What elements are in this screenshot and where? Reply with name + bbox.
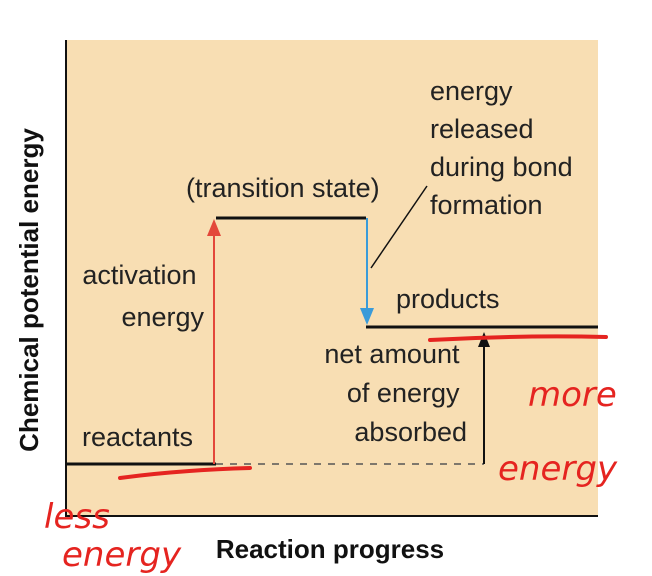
products-label: products xyxy=(396,284,500,314)
activation-arrowhead xyxy=(207,219,221,236)
net-absorbed-line-3: absorbed xyxy=(354,417,467,447)
release-arrowhead xyxy=(360,308,374,325)
y-axis-label: Chemical potential energy xyxy=(14,128,44,452)
energy-released-line-1: energy xyxy=(430,76,513,106)
energy-released-line-4: formation xyxy=(430,190,543,220)
activation-energy-line-1: activation xyxy=(82,260,196,290)
net-absorbed-label: net amount of energy absorbed xyxy=(324,339,467,447)
x-axis-label: Reaction progress xyxy=(216,534,444,564)
energy-released-label: energy released during bond formation xyxy=(430,76,580,220)
net-absorbed-line-1: net amount xyxy=(324,339,460,369)
handwritten-energy-right: energy xyxy=(498,449,618,489)
energy-released-line-3: during bond xyxy=(430,152,573,182)
handwritten-more: more xyxy=(528,375,617,415)
activation-energy-line-2: energy xyxy=(121,302,204,332)
handwritten-energy-left: energy xyxy=(62,535,182,575)
reactants-label: reactants xyxy=(82,422,193,452)
net-absorbed-line-2: of energy xyxy=(347,378,460,408)
release-leader-line xyxy=(370,185,428,269)
handwritten-underline-products xyxy=(428,334,608,342)
handwritten-less-energy: less energy xyxy=(44,497,182,575)
handwritten-less: less xyxy=(44,497,110,537)
activation-energy-label: activation energy xyxy=(82,260,204,332)
energy-released-line-2: released xyxy=(430,114,534,144)
handwritten-underline-reactants xyxy=(118,466,252,480)
handwritten-more-energy: more energy xyxy=(498,375,628,489)
plot-panel xyxy=(66,40,598,516)
transition-state-label: (transition state) xyxy=(186,173,380,203)
